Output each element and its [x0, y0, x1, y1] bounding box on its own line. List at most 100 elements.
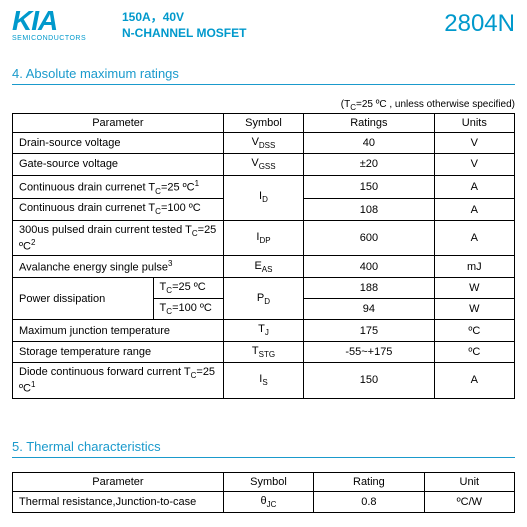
- p-pre: Avalanche energy single pulse: [19, 262, 168, 274]
- table-header-row: Parameter Symbol Rating Unit: [13, 472, 515, 491]
- col-parameter: Parameter: [13, 114, 224, 133]
- symbol-cell: VDSS: [223, 133, 303, 154]
- p-pre: Continuous drain currenet T: [19, 181, 155, 193]
- section5-heading: 5. Thermal characteristics: [12, 439, 515, 454]
- table-row: 300us pulsed drain current tested TC=25 …: [13, 220, 515, 256]
- conditions-note: (TC=25 ºC , unless otherwise specified): [12, 99, 515, 112]
- symbol-cell: θJC: [223, 491, 313, 512]
- unit-cell: A: [434, 220, 514, 256]
- p-sup: 1: [31, 380, 35, 389]
- param-cell: Continuous drain currenet TC=25 ºC1: [13, 175, 224, 199]
- unit-cell: W: [434, 299, 514, 320]
- p-pre: 300us pulsed drain current tested T: [19, 224, 192, 236]
- sym-sub: S: [262, 378, 267, 387]
- unit-cell: ºC: [434, 320, 514, 341]
- sym-sub: J: [265, 329, 269, 338]
- sym-sub: STG: [259, 350, 275, 359]
- section4-heading: 4. Absolute maximum ratings: [12, 66, 515, 81]
- rating-cell: 94: [304, 299, 435, 320]
- sym-pre: V: [251, 157, 258, 169]
- param-cell: Avalanche energy single pulse3: [13, 256, 224, 278]
- table-row: Power dissipation TC=25 ºC PD 188 W: [13, 278, 515, 299]
- rating-cell: 108: [304, 199, 435, 220]
- table-row: Maximum junction temperature TJ 175 ºC: [13, 320, 515, 341]
- symbol-cell: ID: [223, 175, 303, 220]
- symbol-cell: TJ: [223, 320, 303, 341]
- brand-subtitle: SEMICONDUCTORS: [12, 35, 112, 42]
- sym-pre: E: [254, 260, 261, 272]
- rating-cell: 0.8: [314, 491, 424, 512]
- section5-underline: [12, 457, 515, 458]
- rating-cell: ±20: [304, 154, 435, 175]
- param-cell: Maximum junction temperature: [13, 320, 224, 341]
- spec-line-2: N-CHANNEL MOSFET: [122, 26, 444, 42]
- unit-cell: A: [434, 175, 514, 199]
- p-pre: Diode continuous forward current T: [19, 366, 191, 378]
- spec-line-1: 150A，40V: [122, 10, 444, 26]
- table-row: Diode continuous forward current TC=25 º…: [13, 362, 515, 398]
- symbol-cell: IDP: [223, 220, 303, 256]
- table-row: Storage temperature range TSTG -55~+175 …: [13, 341, 515, 362]
- unit-cell: ºC/W: [424, 491, 514, 512]
- sym-pre: T: [252, 345, 259, 357]
- col-unit: Unit: [424, 472, 514, 491]
- table-row: Drain-source voltage VDSS 40 V: [13, 133, 515, 154]
- p-sup: 3: [168, 259, 172, 268]
- p-pre: Continuous drain currenet T: [19, 202, 155, 214]
- c-suf: =100 ºC: [172, 302, 212, 314]
- p-sup: 2: [31, 238, 35, 247]
- p-sup: 1: [195, 179, 199, 188]
- param-cell: Power dissipation: [13, 278, 154, 320]
- rating-cell: -55~+175: [304, 341, 435, 362]
- col-ratings: Ratings: [304, 114, 435, 133]
- unit-cell: A: [434, 199, 514, 220]
- param-cell: Thermal resistance,Junction-to-case: [13, 491, 224, 512]
- table-row: Gate-source voltage VGSS ±20 V: [13, 154, 515, 175]
- cond-cell: TC=25 ºC: [153, 278, 223, 299]
- unit-cell: ºC: [434, 341, 514, 362]
- rating-cell: 600: [304, 220, 435, 256]
- logo-block: KIA SEMICONDUCTORS: [12, 8, 112, 42]
- p-mid: =25 ºC: [161, 181, 195, 193]
- table-row: Avalanche energy single pulse3 EAS 400 m…: [13, 256, 515, 278]
- sym-sub: D: [262, 196, 268, 205]
- unit-cell: V: [434, 154, 514, 175]
- part-number: 2804N: [444, 8, 515, 38]
- table-row: Continuous drain currenet TC=25 ºC1 ID 1…: [13, 175, 515, 199]
- unit-cell: mJ: [434, 256, 514, 278]
- sym-sub: JC: [267, 500, 277, 509]
- sym-sub: DSS: [259, 141, 275, 150]
- sym-sub: D: [264, 297, 270, 306]
- unit-cell: V: [434, 133, 514, 154]
- note-suffix: =25 ºC , unless otherwise specified): [356, 99, 515, 110]
- col-units: Units: [434, 114, 514, 133]
- title-block: 150A，40V N-CHANNEL MOSFET: [112, 8, 444, 41]
- section4-underline: [12, 84, 515, 85]
- param-cell: 300us pulsed drain current tested TC=25 …: [13, 220, 224, 256]
- unit-cell: W: [434, 278, 514, 299]
- param-cell: Gate-source voltage: [13, 154, 224, 175]
- abs-max-ratings-table: Parameter Symbol Ratings Units Drain-sou…: [12, 113, 515, 399]
- rating-cell: 150: [304, 175, 435, 199]
- rating-cell: 40: [304, 133, 435, 154]
- header: KIA SEMICONDUCTORS 150A，40V N-CHANNEL MO…: [12, 8, 515, 42]
- table-header-row: Parameter Symbol Ratings Units: [13, 114, 515, 133]
- c-suf: =25 ºC: [172, 281, 206, 293]
- brand-logo: KIA: [12, 8, 112, 33]
- param-cell: Storage temperature range: [13, 341, 224, 362]
- sym-sub: GSS: [259, 163, 276, 172]
- thermal-table: Parameter Symbol Rating Unit Thermal res…: [12, 472, 515, 513]
- unit-cell: A: [434, 362, 514, 398]
- p-mid: =100 ºC: [161, 202, 201, 214]
- cond-cell: TC=100 ºC: [153, 299, 223, 320]
- param-cell: Continuous drain currenet TC=100 ºC: [13, 199, 224, 220]
- symbol-cell: TSTG: [223, 341, 303, 362]
- note-prefix: (T: [341, 99, 350, 110]
- sym-pre: T: [258, 323, 265, 335]
- symbol-cell: EAS: [223, 256, 303, 278]
- table-row: Thermal resistance,Junction-to-case θJC …: [13, 491, 515, 512]
- symbol-cell: VGSS: [223, 154, 303, 175]
- col-rating: Rating: [314, 472, 424, 491]
- sym-pre: V: [252, 136, 259, 148]
- rating-cell: 175: [304, 320, 435, 341]
